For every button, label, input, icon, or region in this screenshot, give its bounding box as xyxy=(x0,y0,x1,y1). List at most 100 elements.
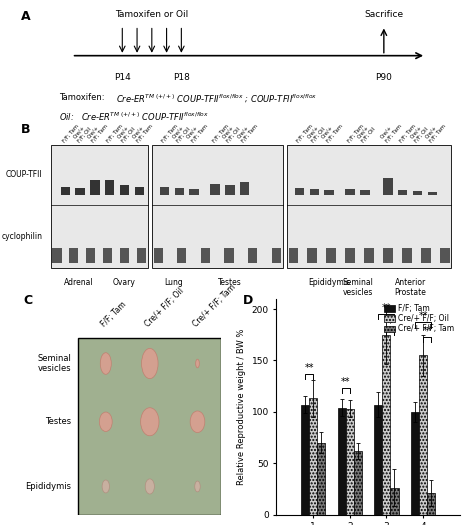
Text: P14: P14 xyxy=(114,73,131,82)
Bar xyxy=(289,247,298,264)
Text: Cre/+
F/F; Tam: Cre/+ F/F; Tam xyxy=(87,119,109,143)
Text: F/F; Tam: F/F; Tam xyxy=(346,123,364,143)
Bar xyxy=(120,247,129,264)
Bar xyxy=(248,247,257,264)
Text: Lung: Lung xyxy=(164,278,183,287)
Y-axis label: Relative Reproductive weight / BW %: Relative Reproductive weight / BW % xyxy=(237,329,246,485)
Text: Cre-ER$^{TM\ (+/+)}$ COUP-TFII$^{flox/flox}$ ; COUP-TFII$^{flox/flox}$: Cre-ER$^{TM\ (+/+)}$ COUP-TFII$^{flox/fl… xyxy=(116,93,318,105)
Bar xyxy=(301,405,309,514)
Text: **: ** xyxy=(422,326,432,336)
Text: Cre/+
F/F; Oil: Cre/+ F/F; Oil xyxy=(72,122,92,143)
Bar xyxy=(421,247,431,264)
Text: F/F; Tam: F/F; Tam xyxy=(211,123,229,143)
Text: **: ** xyxy=(382,303,391,313)
Bar xyxy=(105,181,114,195)
Bar xyxy=(152,145,283,268)
Bar xyxy=(346,247,355,264)
Bar xyxy=(309,398,317,514)
Bar xyxy=(86,247,95,264)
Bar xyxy=(272,247,281,264)
Text: Seminal
vesicles: Seminal vesicles xyxy=(37,354,71,373)
Text: F/F; Tam: F/F; Tam xyxy=(161,123,179,143)
Bar xyxy=(346,408,354,514)
Text: Tamoxifen or Oil: Tamoxifen or Oil xyxy=(115,9,189,18)
Bar xyxy=(225,185,235,195)
Ellipse shape xyxy=(142,349,158,379)
Text: Cre/+
F/F; Tam: Cre/+ F/F; Tam xyxy=(237,119,259,143)
Text: C: C xyxy=(23,295,32,308)
Bar xyxy=(295,188,304,195)
Bar xyxy=(154,247,163,264)
Text: B: B xyxy=(21,123,30,135)
Text: Ovary: Ovary xyxy=(113,278,136,287)
Bar xyxy=(411,412,419,514)
Text: Seminal
vesicles: Seminal vesicles xyxy=(342,278,373,297)
Text: Cre/+
F/F; Oil: Cre/+ F/F; Oil xyxy=(306,122,326,143)
Text: Cre/+ F/F; Oil: Cre/+ F/F; Oil xyxy=(144,287,186,329)
Text: Anterior
Prostate: Anterior Prostate xyxy=(394,278,426,297)
Bar xyxy=(374,405,383,514)
Bar xyxy=(427,493,435,514)
Text: cyclophilin: cyclophilin xyxy=(1,232,42,241)
Text: F/F; Tam: F/F; Tam xyxy=(106,123,124,143)
Bar xyxy=(224,247,234,264)
Text: Cre/+
F/F; Oil: Cre/+ F/F; Oil xyxy=(171,122,191,143)
Bar xyxy=(413,191,422,195)
Text: P90: P90 xyxy=(375,73,392,82)
Bar xyxy=(310,189,319,195)
Text: D: D xyxy=(243,295,254,308)
Bar xyxy=(160,187,169,195)
Ellipse shape xyxy=(141,408,159,436)
Ellipse shape xyxy=(145,479,155,494)
Bar xyxy=(428,192,437,195)
Bar xyxy=(90,180,100,195)
Text: Cre/+
F/F; Tam: Cre/+ F/F; Tam xyxy=(380,119,402,143)
Text: F/F; Tam: F/F; Tam xyxy=(399,123,417,143)
Bar xyxy=(137,247,146,264)
Bar xyxy=(287,145,451,268)
Bar xyxy=(120,185,129,195)
Bar xyxy=(135,187,144,195)
Ellipse shape xyxy=(100,412,112,432)
Text: Cre/+
F/F; Oil: Cre/+ F/F; Oil xyxy=(116,122,136,143)
Text: Oil:   Cre-ER$^{TM\ (+/+)}$ COUP-TFII$^{flox/flox}$: Oil: Cre-ER$^{TM\ (+/+)}$ COUP-TFII$^{fl… xyxy=(59,111,209,123)
Bar xyxy=(398,190,408,195)
Bar xyxy=(69,247,78,264)
Legend: F/F; Tam, Cre/+ F/F; Oil, Cre/+ F/F; Tam: F/F; Tam, Cre/+ F/F; Oil, Cre/+ F/F; Tam xyxy=(382,302,456,335)
Text: Testes: Testes xyxy=(218,278,242,287)
Text: COUP-TFII: COUP-TFII xyxy=(6,170,42,180)
Text: F/F; Tam: F/F; Tam xyxy=(100,300,128,329)
Bar xyxy=(317,443,325,514)
Bar xyxy=(51,145,147,268)
Bar xyxy=(391,488,399,514)
Text: *: * xyxy=(388,319,393,329)
Bar xyxy=(327,247,336,264)
Ellipse shape xyxy=(102,480,109,493)
Bar xyxy=(440,247,450,264)
Bar xyxy=(78,338,221,514)
Text: Cre/+
F/F; Oil: Cre/+ F/F; Oil xyxy=(356,122,376,143)
Text: Adrenal: Adrenal xyxy=(64,278,94,287)
Text: Cre/+
F/F; Tam: Cre/+ F/F; Tam xyxy=(186,119,208,143)
Text: Sacrifice: Sacrifice xyxy=(365,9,403,18)
Bar xyxy=(346,189,355,195)
Bar xyxy=(383,177,392,195)
Bar xyxy=(383,335,391,514)
Ellipse shape xyxy=(195,481,200,492)
Text: Testes: Testes xyxy=(45,417,71,426)
Bar xyxy=(174,188,184,195)
Bar xyxy=(360,190,370,195)
Bar xyxy=(365,247,374,264)
Bar xyxy=(402,247,412,264)
Text: Epididymis: Epididymis xyxy=(25,482,71,491)
Text: A: A xyxy=(21,10,31,24)
Text: **: ** xyxy=(341,377,350,387)
Text: Tamoxifen:: Tamoxifen: xyxy=(59,93,107,102)
Text: Cre/+
F/F; Tam: Cre/+ F/F; Tam xyxy=(321,119,343,143)
Text: Cre/+
F/F; Tam: Cre/+ F/F; Tam xyxy=(424,119,447,143)
Text: F/F; Tam: F/F; Tam xyxy=(296,123,314,143)
Text: Cre/+
F/F; Oil: Cre/+ F/F; Oil xyxy=(410,122,429,143)
Bar xyxy=(419,355,427,514)
Bar xyxy=(324,190,334,195)
Text: Epididymis: Epididymis xyxy=(308,278,350,287)
